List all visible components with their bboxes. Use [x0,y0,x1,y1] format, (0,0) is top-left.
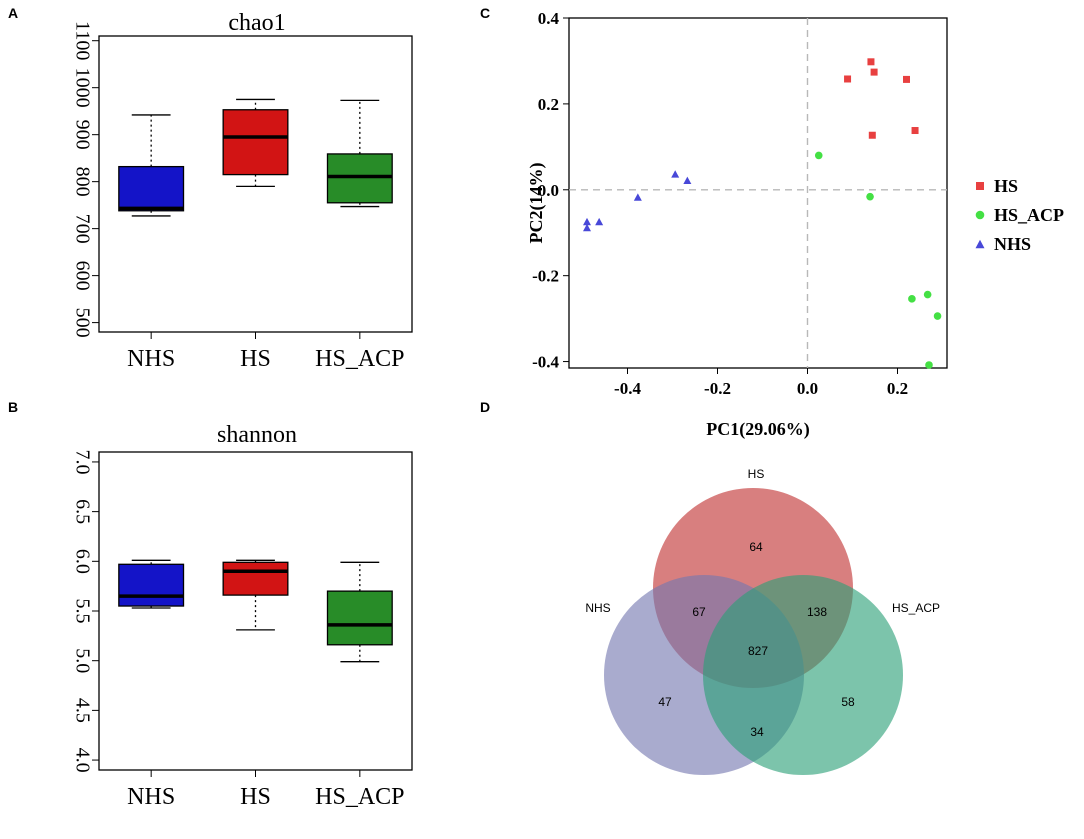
chao1-box-hs-acp [326,153,393,204]
legend-marker-hs-acp [975,210,985,220]
venn-count-nhs-hs-acp: 34 [750,725,764,739]
legend-label-hs: HS [994,176,1018,196]
shannon-y-tick-label: 7.0 [71,449,93,474]
shannon-box-hs [222,561,289,596]
pca-point-hs [844,75,852,83]
pca-point-nhs [595,217,604,226]
shannon-box-hs-acp [326,590,393,646]
venn-circle-hs-acp [703,575,903,775]
chao1-y-tick-label: 1000 [71,68,93,108]
pca-point-hs [870,68,878,76]
shannon-title: shannon [217,422,297,448]
venn-count-hs-nhs: 67 [692,605,706,619]
venn-label-nhs: NHS [585,601,610,615]
shannon-y-tick-label: 6.5 [71,499,93,524]
pca-y-axis-label: PC2(14%) [526,163,547,244]
venn-label-hs: HS [748,467,765,481]
panel-letter-d: D [480,399,490,415]
chao1-x-tick-label: HS_ACP [315,346,404,372]
chao1-box-nhs [118,165,185,212]
chao1-y-tick-label: 800 [71,167,93,197]
pca-point-hs [903,75,910,83]
pca-point-hs-acp [933,312,942,320]
pca-point-nhs [583,223,591,232]
shannon-x-tick-label: HS_ACP [315,784,404,810]
pca-point-hs [868,131,876,139]
pca-point-nhs [671,170,680,178]
legend-marker-hs [976,182,984,190]
pca-y-tick-label: 0.2 [538,95,559,114]
shannon-y-tick-label: 4.0 [71,748,93,773]
venn-diagram: HS NHS HS_ACP 64 47 58 67 138 34 827 [585,467,940,775]
pca-y-tick-label: -0.2 [532,267,559,286]
pca-point-hs-acp [908,295,916,303]
chao1-y-tick-label: 600 [71,261,93,291]
pca-point-nhs [583,217,591,226]
shannon-boxplot: shannon 4.0 4.5 5.0 5.5 6.0 6.5 7.0 NHS HS HS_ACP [71,422,413,810]
shannon-y-tick-label: 4.5 [71,698,93,723]
pca-point-hs-acp [923,290,932,299]
pca-point-hs-acp [925,361,933,369]
venn-count-hs-acp-only: 58 [841,695,855,709]
shannon-y-tick-label: 5.5 [71,599,93,624]
chao1-y-tick-label: 900 [71,120,93,150]
chao1-x-tick-label: NHS [127,346,175,372]
chao1-box-hs [222,109,289,176]
legend-marker-nhs [975,239,985,249]
shannon-box-nhs [118,563,185,607]
pca-y-tick-label: -0.4 [532,353,559,372]
chao1-boxplot: chao1 500 600 700 800 900 1000 1100 NHS HS HS_ACP [71,10,413,372]
venn-count-hs-hs-acp: 138 [807,605,827,619]
pca-point-nhs [633,193,642,201]
pca-x-tick-label: -0.2 [704,379,731,398]
pca-x-tick-label: 0.2 [887,379,908,398]
pca-point-hs-acp [866,192,874,201]
pca-y-tick-label: 0.0 [538,181,559,200]
pca-plot-frame [568,17,948,369]
chao1-x-tick-label: HS [240,346,271,372]
venn-count-hs-only: 64 [749,540,763,554]
shannon-y-tick-label: 6.0 [71,549,93,574]
shannon-x-tick-label: HS [240,784,271,810]
pca-scatter: PC1(29.06%) PC2(14%) -0.4 -0.2 0.0 0.2 -0.4 -… [526,9,1064,440]
chao1-title: chao1 [228,10,285,36]
shannon-x-tick-label: NHS [127,784,175,810]
pca-point-hs [911,127,919,135]
panel-letter-b: B [8,399,18,415]
legend-label-nhs: NHS [994,234,1031,254]
pca-y-tick-label: 0.4 [538,9,560,28]
venn-count-all: 827 [748,644,768,658]
legend-label-hs-acp: HS_ACP [994,205,1064,225]
pca-x-axis-label: PC1(29.06%) [706,419,809,440]
panel-letter-c: C [480,5,490,21]
pca-point-hs [867,58,875,66]
shannon-y-tick-label: 5.0 [71,648,93,673]
chao1-y-tick-label: 500 [71,308,93,338]
chao1-y-tick-label: 700 [71,214,93,244]
venn-count-nhs-only: 47 [658,695,672,709]
venn-label-hs-acp: HS_ACP [892,601,940,615]
pca-point-nhs [683,176,692,185]
chao1-y-tick-label: 1100 [71,21,93,60]
pca-x-tick-label: -0.4 [614,379,641,398]
panel-letter-a: A [8,5,18,21]
pca-point-hs-acp [814,151,823,160]
pca-x-tick-label: 0.0 [797,379,818,398]
